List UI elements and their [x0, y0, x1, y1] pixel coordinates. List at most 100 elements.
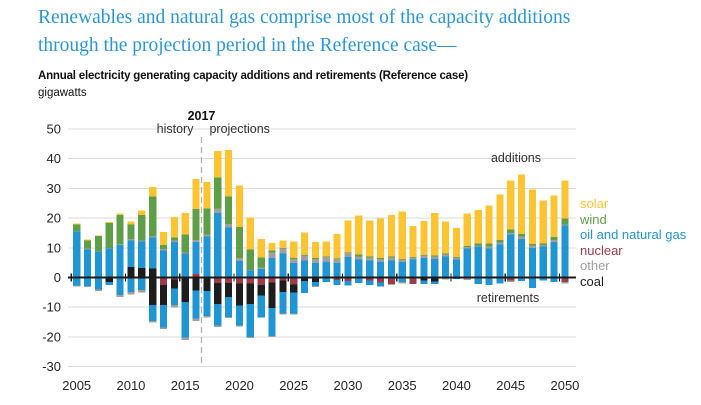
bar-retirement-nuclear	[507, 277, 515, 281]
bar-retirement-other	[149, 320, 157, 323]
chart-legend: solar wind oil and natural gas nuclear o…	[580, 196, 698, 290]
bar-addition-wind	[496, 239, 504, 243]
bar-addition-solar	[214, 150, 222, 178]
bar-addition-solar	[290, 241, 298, 258]
bar-retirement-gas	[496, 277, 504, 284]
bar-retirement-coal	[192, 277, 200, 291]
x-axis-tick-label: 2035	[388, 378, 417, 393]
bar-addition-solar	[452, 227, 461, 258]
bar-retirement-other	[311, 285, 319, 288]
bar-retirement-gas	[355, 277, 363, 283]
bar-addition-wind	[344, 252, 352, 254]
bar-retirement-gas	[83, 277, 92, 286]
bar-addition-solar	[203, 181, 211, 209]
bar-retirement-gas	[517, 277, 526, 282]
bar-retirement-nuclear	[561, 277, 569, 282]
bar-addition-gas	[398, 262, 406, 278]
bar-addition-wind	[73, 224, 81, 231]
bar-addition-other	[344, 253, 352, 258]
bar-addition-solar	[300, 232, 309, 255]
bar-addition-other	[322, 257, 330, 263]
bar-addition-gas	[192, 242, 200, 275]
bar-addition-solar	[431, 212, 439, 256]
bar-retirement-coal	[257, 284, 265, 296]
bar-addition-gas	[474, 246, 482, 278]
bar-retirement-gas	[539, 277, 547, 281]
bar-addition-solar	[257, 238, 265, 258]
bar-addition-other	[387, 257, 395, 261]
bar-addition-other	[474, 245, 482, 247]
bar-addition-gas	[268, 257, 276, 278]
bar-addition-gas	[138, 241, 146, 268]
bar-retirement-other	[463, 277, 471, 280]
bar-addition-wind	[485, 243, 493, 247]
bar-retirement-gas	[138, 277, 146, 290]
bar-addition-solar	[550, 195, 558, 238]
bar-retirement-gas	[344, 281, 352, 286]
bar-retirement-nuclear	[376, 277, 385, 283]
bar-addition-other	[333, 259, 341, 263]
bar-addition-other	[203, 234, 211, 237]
bar-retirement-coal	[246, 283, 254, 304]
bar-addition-solar	[322, 241, 330, 257]
bar-addition-other	[159, 248, 168, 251]
bar-addition-other	[73, 230, 81, 232]
bar-addition-wind	[268, 250, 276, 253]
bar-addition-gas	[105, 248, 113, 278]
x-axis-tick-label: 2005	[62, 378, 91, 393]
bar-addition-solar	[528, 189, 536, 245]
bar-retirement-other	[192, 318, 200, 322]
bar-addition-coal	[149, 268, 157, 278]
bar-addition-solar	[344, 220, 352, 253]
bar-addition-gas	[550, 242, 558, 278]
bar-addition-gas	[73, 231, 81, 278]
bar-addition-solar	[485, 205, 493, 244]
bar-addition-wind	[517, 233, 526, 237]
legend-item-wind: wind	[580, 211, 607, 227]
bar-addition-gas	[83, 249, 92, 278]
y-axis-tick-label: 40	[47, 151, 61, 166]
y-axis-tick-label: 30	[47, 181, 61, 196]
bar-addition-solar	[73, 223, 81, 225]
bar-retirement-gas	[116, 277, 124, 296]
bar-addition-wind	[387, 256, 395, 258]
bar-addition-gas	[517, 238, 526, 278]
history-label: history	[157, 122, 195, 136]
bar-addition-wind	[398, 258, 406, 260]
bar-addition-solar	[333, 233, 341, 259]
bar-addition-gas	[311, 263, 319, 278]
bar-addition-wind	[257, 257, 265, 268]
bar-addition-solar	[366, 220, 374, 257]
bar-retirement-other	[398, 281, 406, 284]
bar-addition-wind	[550, 237, 558, 240]
bar-addition-solar	[561, 180, 569, 219]
page-title: Renewables and natural gas comprise most…	[38, 4, 678, 59]
bar-addition-gas	[463, 248, 471, 278]
bar-addition-solar	[474, 209, 482, 244]
bar-addition-other	[539, 245, 547, 247]
bar-retirement-nuclear	[344, 277, 352, 282]
bar-addition-gas	[246, 270, 254, 278]
legend-item-solar: solar	[580, 196, 609, 211]
bar-retirement-coal	[203, 277, 211, 291]
y-axis-tick-label: -20	[42, 329, 61, 344]
bar-retirement-gas	[214, 303, 222, 326]
bar-addition-wind	[442, 253, 450, 255]
x-axis-tick-label: 2030	[333, 378, 362, 393]
bar-addition-wind	[279, 248, 287, 249]
bar-retirement-other	[268, 336, 276, 338]
bar-addition-solar	[507, 180, 515, 230]
x-axis-tick-label: 2045	[496, 378, 525, 393]
bar-retirement-gas	[322, 277, 330, 282]
bar-addition-wind	[322, 256, 330, 258]
bar-addition-other	[507, 233, 515, 235]
bar-addition-other	[83, 248, 92, 250]
bar-addition-other	[214, 208, 222, 214]
bar-retirement-gas	[485, 277, 493, 285]
bar-retirement-gas	[257, 295, 265, 318]
bar-addition-other	[192, 239, 200, 243]
bar-retirement-gas	[474, 277, 482, 285]
bar-addition-gas	[290, 263, 298, 278]
x-axis-tick-label: 2040	[442, 378, 471, 393]
bar-retirement-nuclear	[235, 277, 244, 284]
